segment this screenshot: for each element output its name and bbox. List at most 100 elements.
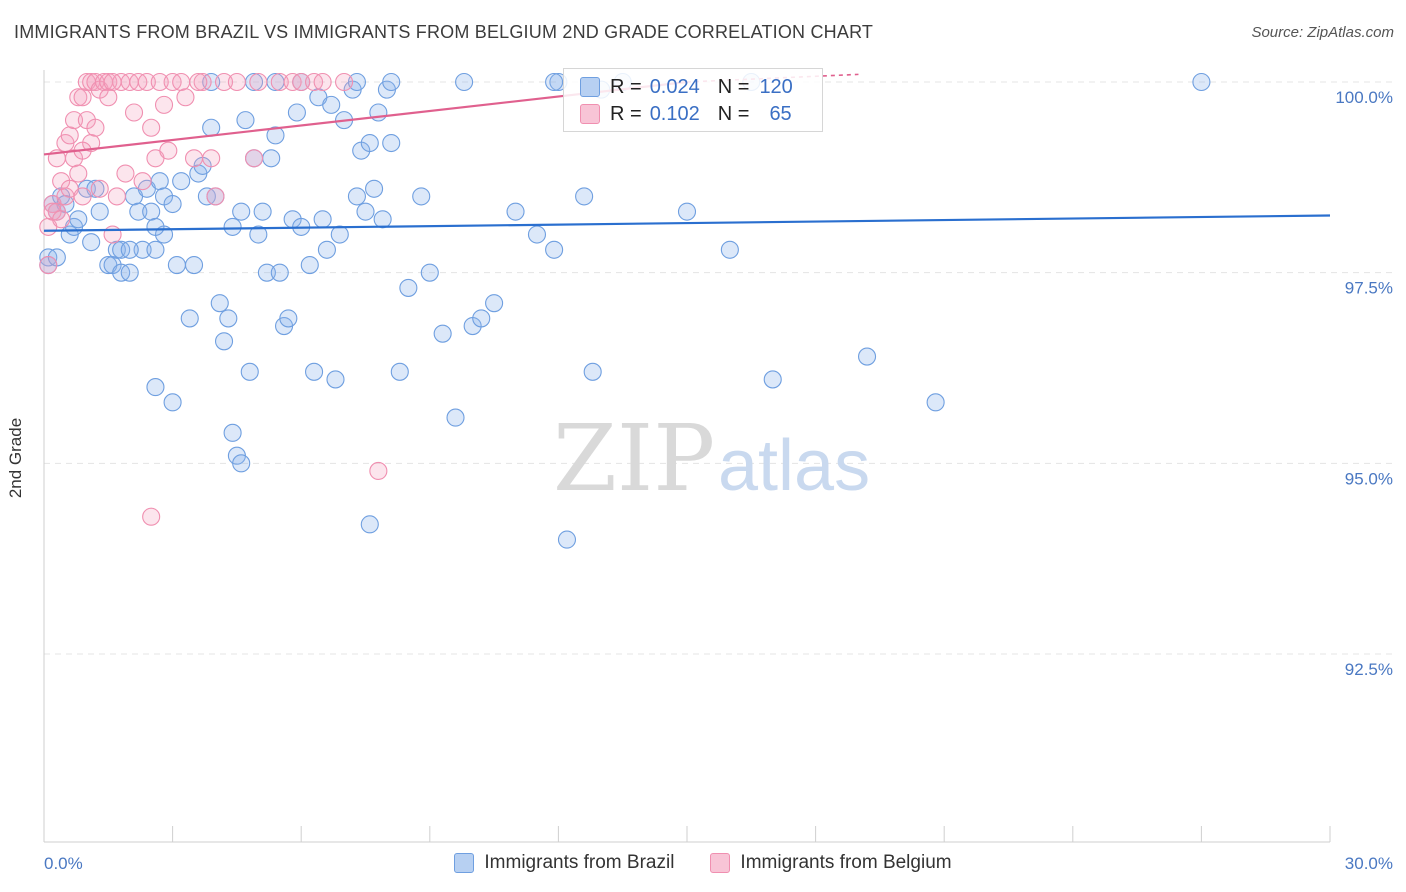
belgium-point — [193, 72, 212, 92]
belgium-point — [124, 103, 144, 122]
brazil-point — [399, 278, 418, 297]
brazil-point — [857, 347, 877, 366]
brazil-point — [420, 263, 439, 282]
belgium-point — [142, 507, 161, 526]
brazil-point — [129, 202, 148, 221]
n-label: N = — [717, 75, 750, 98]
brazil-point — [120, 240, 139, 259]
brazil-point — [446, 408, 465, 427]
r-label: R = — [610, 102, 642, 125]
belgium-point — [73, 187, 92, 206]
legend-swatch-brazil — [454, 853, 475, 873]
brazil-point — [180, 309, 199, 328]
brazil-point — [142, 202, 161, 221]
brazil-point — [326, 370, 345, 389]
y-tick-label: 97.5% — [1345, 279, 1393, 298]
brazil-point — [232, 454, 251, 473]
belgium-point — [107, 187, 126, 206]
brazil-point — [163, 393, 182, 412]
brazil-point — [253, 202, 272, 221]
y-tick-label: 92.5% — [1345, 660, 1393, 679]
brazil-point — [257, 263, 276, 282]
belgium-point — [227, 72, 246, 92]
brazil-point — [146, 217, 165, 236]
brazil-point — [214, 332, 234, 351]
brazil-point — [575, 187, 594, 206]
brazil-point — [322, 95, 341, 114]
r-label: R = — [610, 75, 642, 98]
brazil-point — [266, 126, 285, 145]
x-tick-label: 0.0% — [44, 854, 83, 873]
brazil-point — [433, 324, 452, 343]
brazil-point — [223, 217, 242, 236]
brazil-point — [172, 172, 191, 191]
brazil-point — [677, 202, 697, 221]
belgium-point — [73, 88, 92, 107]
belgium-point — [154, 95, 174, 114]
belgium-point — [133, 172, 152, 191]
brazil-point — [527, 225, 547, 244]
belgium-point — [202, 149, 221, 168]
brazil-point — [390, 362, 409, 381]
brazil-point — [557, 530, 577, 549]
belgium-point — [103, 225, 122, 244]
stats-row-belgium: R = 0.102 N = 65 — [580, 101, 792, 127]
legend-item-belgium[interactable]: Immigrants from Belgium — [710, 852, 952, 874]
watermark: ZIP atlas — [553, 405, 870, 512]
brazil-point — [330, 225, 349, 244]
belgium-point — [90, 179, 109, 198]
brazil-point — [720, 240, 739, 259]
brazil-point — [146, 378, 165, 397]
stats-row-brazil: R = 0.024 N = 120 — [580, 74, 793, 100]
belgium-point — [249, 72, 268, 92]
belgium-point — [69, 164, 88, 183]
brazil-point — [313, 210, 332, 229]
brazil-point — [347, 72, 366, 92]
belgium-point — [116, 164, 135, 183]
n-value-brazil: 120 — [759, 75, 793, 98]
brazil-point — [360, 133, 379, 153]
legend-swatch-belgium — [710, 853, 731, 873]
brazil-point — [287, 103, 306, 122]
legend-item-brazil[interactable]: Immigrants from Brazil — [454, 852, 674, 874]
belgium-point — [39, 255, 58, 275]
brazil-trend-line — [43, 214, 1331, 232]
brazil-point — [356, 202, 375, 221]
brazil-point — [82, 233, 101, 252]
belgium-swatch — [580, 104, 600, 124]
brazil-point — [412, 187, 431, 206]
brazil-point — [382, 133, 401, 153]
brazil-point — [926, 393, 945, 412]
brazil-point — [545, 240, 564, 259]
belgium-point — [172, 72, 191, 92]
belgium-point — [292, 72, 311, 92]
chart-title: IMMIGRANTS FROM BRAZIL VS IMMIGRANTS FRO… — [14, 22, 874, 42]
belgium-point — [244, 149, 264, 168]
brazil-point — [219, 309, 238, 328]
brazil-point — [373, 210, 392, 229]
brazil-point — [69, 210, 88, 229]
brazil-point — [262, 149, 281, 168]
brazil-point — [120, 263, 139, 282]
brazil-point — [545, 72, 564, 92]
belgium-point — [150, 72, 169, 92]
x-tick-label: 30.0% — [1345, 854, 1393, 873]
belgium-point — [99, 72, 118, 92]
belgium-point — [159, 141, 178, 160]
legend-label-brazil: Immigrants from Brazil — [484, 852, 675, 873]
brazil-point — [90, 202, 109, 221]
brazil-point — [472, 309, 491, 328]
brazil-point — [365, 179, 384, 198]
belgium-point — [86, 118, 105, 137]
belgium-point — [189, 72, 208, 92]
r-value-belgium: 0.102 — [649, 102, 700, 125]
belgium-point — [176, 88, 195, 107]
brazil-point — [382, 72, 401, 92]
brazil-point — [485, 294, 504, 313]
tick-labels: 100.0% 97.5% 95.0% 92.5% 0.0% 30.0% — [44, 88, 1393, 873]
stats-legend: R = 0.024 N = 120 R = 0.102 N = 65 — [563, 68, 823, 132]
brazil-point — [305, 362, 324, 381]
brazil-point — [184, 255, 204, 275]
brazil-point — [249, 225, 268, 244]
watermark-atlas: atlas — [718, 426, 870, 506]
